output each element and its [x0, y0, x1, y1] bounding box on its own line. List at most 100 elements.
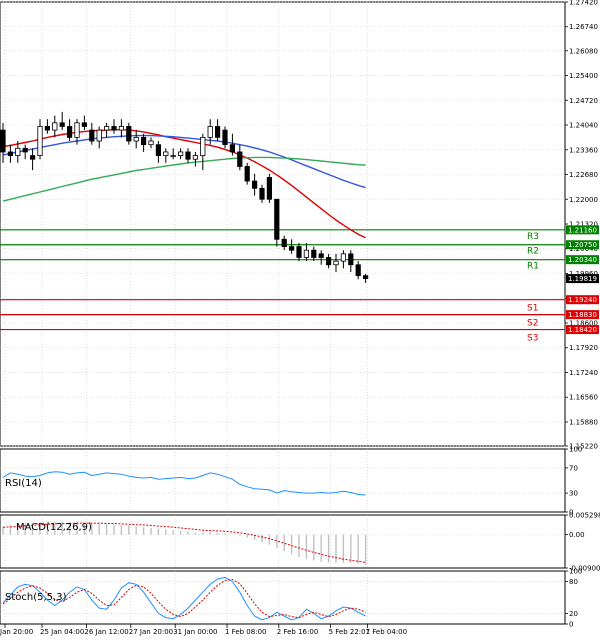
panel-frame	[0, 448, 566, 513]
candle-body[interactable]	[229, 144, 235, 153]
price-tick-label: 1.21320	[569, 221, 598, 229]
stoch-tick-label: 0	[569, 621, 573, 629]
candle-body[interactable]	[259, 187, 265, 200]
candle-body[interactable]	[348, 253, 354, 266]
candle-body[interactable]	[222, 129, 228, 146]
level-name-s1: S1	[527, 304, 538, 314]
candle-body[interactable]	[296, 246, 302, 258]
time-tick-label: 31 Jan 00:00	[173, 628, 217, 636]
candle-body[interactable]	[281, 238, 287, 247]
stoch-title: Stoch(5,5,3)	[5, 592, 67, 603]
level-price-label: 1.20340	[568, 256, 597, 264]
candle-body[interactable]	[89, 129, 95, 142]
stoch-tick-label: 80	[569, 578, 578, 586]
last-price-badge	[566, 274, 599, 284]
level-name-s3: S3	[527, 334, 538, 344]
candle-body[interactable]	[140, 136, 147, 146]
price-tick-label: 1.22680	[569, 171, 598, 179]
moving-average-line	[2, 129, 366, 239]
candle-body[interactable]	[37, 126, 43, 156]
stoch-tick-label: 20	[569, 610, 578, 618]
candle-body[interactable]	[274, 198, 280, 240]
candle-body[interactable]	[126, 126, 132, 142]
level-name-s2: S2	[527, 319, 538, 329]
candle-body[interactable]	[111, 126, 117, 131]
candle-body[interactable]	[237, 151, 243, 167]
panel-frame	[0, 570, 566, 625]
rsi-tick-label: 30	[569, 490, 578, 498]
level-price-badge	[566, 255, 599, 265]
candle-body[interactable]	[244, 166, 250, 182]
candle-body[interactable]	[148, 140, 154, 146]
candle-body[interactable]	[325, 257, 332, 266]
candle-body[interactable]	[288, 246, 295, 251]
candle-body[interactable]	[214, 126, 221, 138]
time-tick-label: 7 Feb 04:00	[366, 628, 407, 636]
moving-average-line	[2, 134, 366, 189]
rsi-line	[2, 471, 366, 496]
candle-body[interactable]	[303, 249, 310, 258]
last-price-label: 1.19819	[568, 275, 597, 283]
candle-body[interactable]	[15, 147, 21, 156]
candle-body[interactable]	[59, 122, 65, 127]
time-tick-label: 2 Feb 16:00	[277, 628, 318, 636]
candle-body[interactable]	[200, 136, 206, 156]
price-tick-label: 1.24040	[569, 122, 598, 130]
candle-body[interactable]	[81, 122, 87, 127]
candle-body[interactable]	[362, 275, 369, 279]
price-tick-label: 1.22000	[569, 196, 598, 204]
price-tick-label: 1.18600	[569, 319, 598, 327]
candle-body[interactable]	[0, 129, 6, 153]
candle-body[interactable]	[333, 260, 339, 266]
price-tick-label: 1.15880	[569, 418, 598, 426]
candle-body[interactable]	[163, 151, 169, 156]
candle-body[interactable]	[67, 126, 73, 138]
price-tick-label: 1.17240	[569, 369, 598, 377]
candle-body[interactable]	[251, 180, 258, 189]
candle-body[interactable]	[185, 151, 191, 160]
candle-body[interactable]	[177, 151, 184, 156]
candle-body[interactable]	[44, 126, 51, 131]
candle-body[interactable]	[104, 126, 110, 131]
candle-body[interactable]	[192, 155, 198, 160]
time-tick-label: 26 Jan 12:00	[84, 628, 128, 636]
panel-frame	[0, 514, 566, 569]
level-price-label: 1.19240	[568, 296, 597, 304]
time-tick-label: 27 Jan 20:00	[129, 628, 173, 636]
candle-body[interactable]	[29, 155, 36, 160]
time-tick-label: 25 Jan 04:00	[40, 628, 84, 636]
candle-body[interactable]	[7, 151, 13, 156]
candle-body[interactable]	[22, 147, 28, 153]
price-tick-label: 1.20640	[569, 245, 598, 253]
macd-signal-line	[2, 522, 366, 563]
stoch-main-line	[2, 576, 366, 621]
level-price-badge	[566, 225, 599, 235]
level-name-r1: R1	[527, 262, 539, 272]
macd-tick-label: 0.005298	[569, 512, 600, 520]
candle-body[interactable]	[133, 136, 139, 142]
level-price-label: 1.18420	[568, 326, 597, 334]
price-tick-label: 1.23360	[569, 146, 598, 154]
candle-body[interactable]	[74, 122, 80, 138]
candle-body[interactable]	[318, 253, 324, 258]
rsi-tick-label: 70	[569, 464, 578, 472]
rsi-title: RSI(14)	[5, 478, 42, 489]
level-name-r3: R3	[527, 232, 539, 242]
level-price-badge	[566, 310, 599, 320]
rsi-tick-label: 0	[569, 509, 573, 517]
candle-body[interactable]	[155, 144, 161, 156]
candle-body[interactable]	[118, 126, 124, 131]
price-tick-label: 1.15220	[569, 443, 598, 451]
level-price-badge	[566, 240, 599, 250]
candle-body[interactable]	[266, 177, 273, 200]
candle-body[interactable]	[52, 122, 58, 131]
candle-body[interactable]	[340, 253, 347, 262]
candle-body[interactable]	[207, 126, 213, 138]
candle-body[interactable]	[355, 264, 361, 277]
candle-body[interactable]	[170, 155, 176, 157]
time-tick-label: 1 Feb 08:00	[225, 628, 266, 636]
candle-body[interactable]	[96, 129, 102, 142]
macd-tick-label: 0.00	[569, 531, 585, 539]
candle-body[interactable]	[311, 249, 317, 258]
